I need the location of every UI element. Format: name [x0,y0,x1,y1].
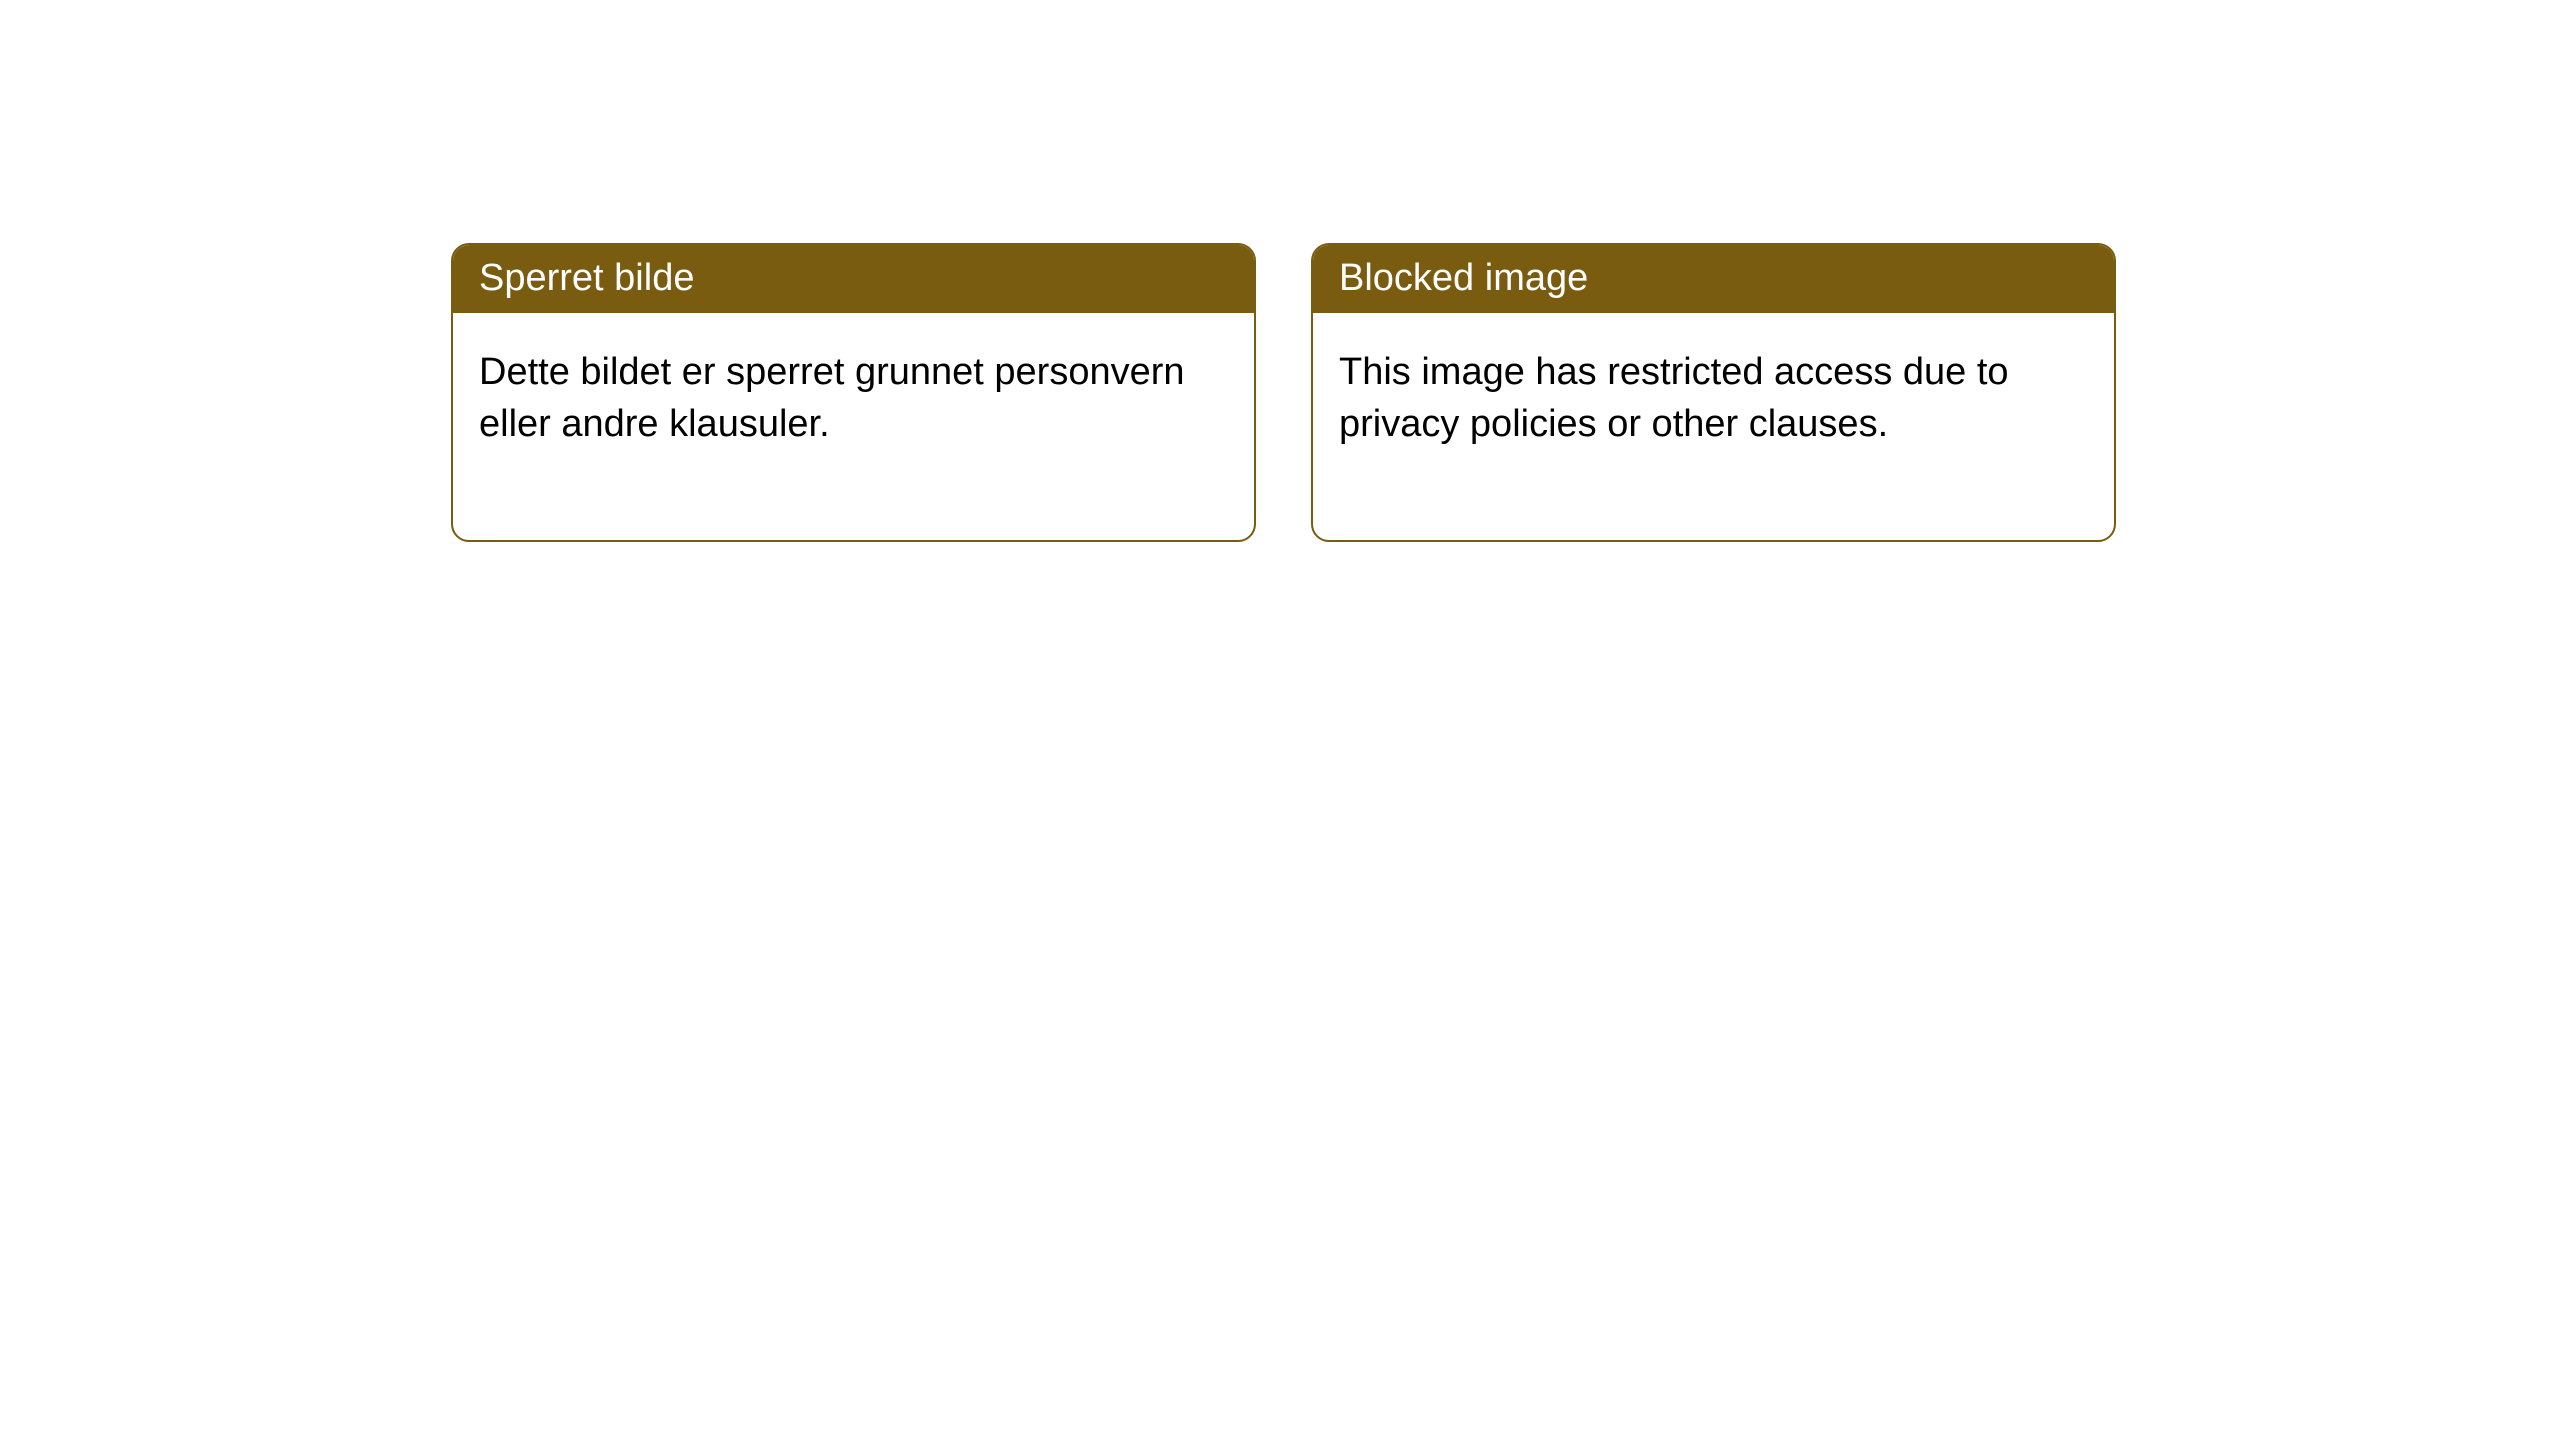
notice-card-norwegian: Sperret bilde Dette bildet er sperret gr… [451,243,1256,542]
card-body-text: This image has restricted access due to … [1313,313,2114,540]
card-header: Sperret bilde [453,245,1254,313]
card-body-text: Dette bildet er sperret grunnet personve… [453,313,1254,540]
card-header: Blocked image [1313,245,2114,313]
notice-cards-container: Sperret bilde Dette bildet er sperret gr… [451,243,2560,542]
notice-card-english: Blocked image This image has restricted … [1311,243,2116,542]
